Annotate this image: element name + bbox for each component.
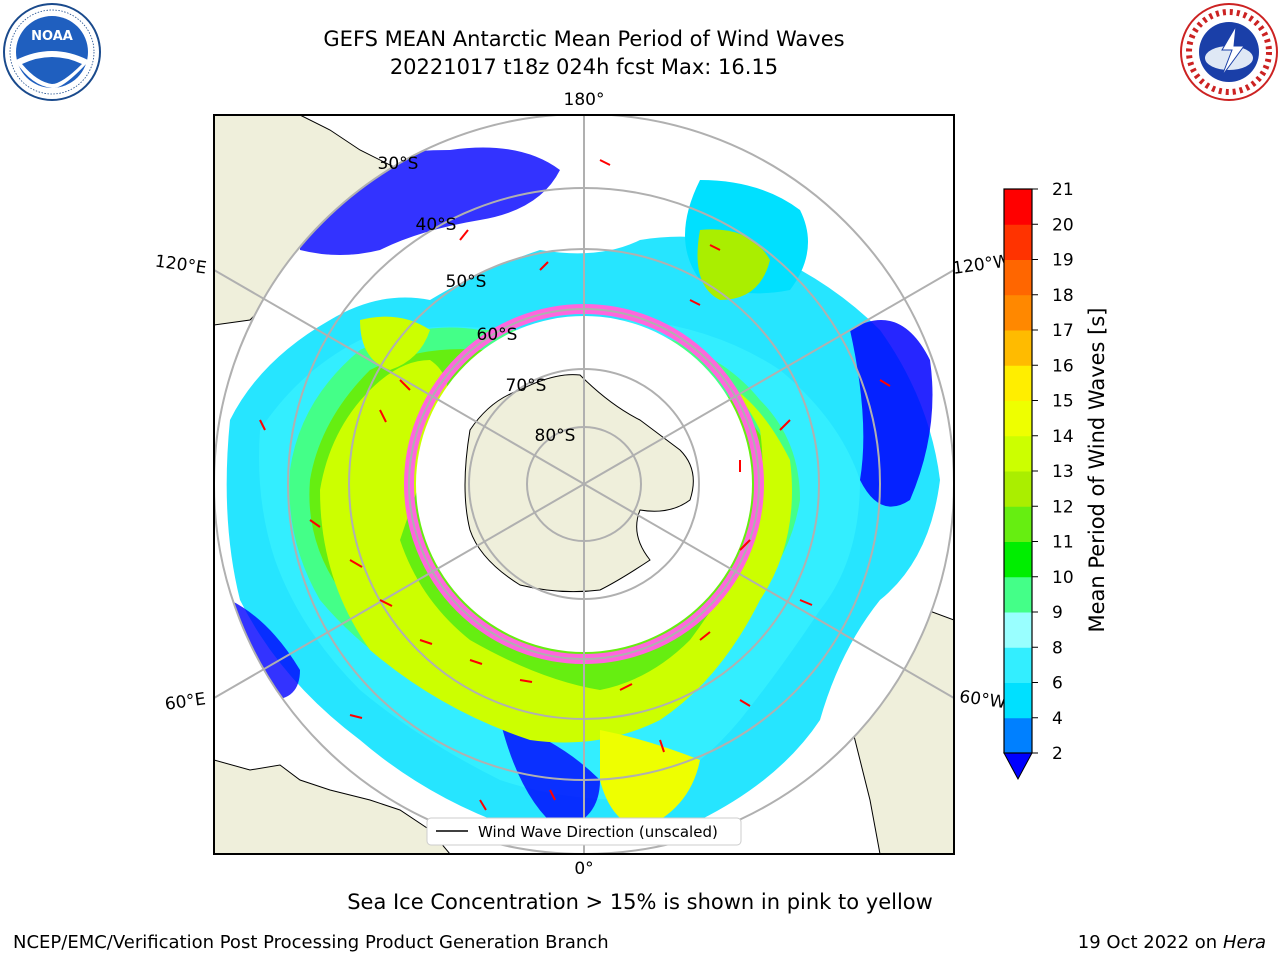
colorbar-tick-label: 16 (1052, 356, 1074, 376)
colorbar-segment (1004, 541, 1032, 578)
footer-branch: NCEP/EMC/Verification Post Processing Pr… (13, 932, 609, 953)
sea-ice-note: Sea Ice Concentration > 15% is shown in … (347, 890, 933, 914)
lat-label-70s: 70°S (506, 376, 547, 396)
colorbar-segment (1004, 612, 1032, 648)
colorbar-segment (1004, 647, 1032, 683)
lat-label-30s: 30°S (378, 154, 419, 174)
colorbar-segment (1004, 224, 1032, 260)
colorbar-segment (1004, 365, 1032, 401)
lon-label-180: 180° (564, 90, 605, 110)
legend-label: Wind Wave Direction (unscaled) (478, 823, 718, 841)
colorbar-tick-label: 6 (1052, 674, 1063, 694)
colorbar-segment (1004, 506, 1032, 542)
lat-label-80s: 80°S (535, 426, 576, 446)
noaa-logo: NOAA (3, 3, 101, 101)
colorbar-segment (1004, 682, 1032, 719)
colorbar-segment (1004, 189, 1032, 225)
colorbar-tick-label: 8 (1052, 638, 1063, 658)
colorbar-tick-label: 15 (1052, 392, 1074, 412)
colorbar-segment (1004, 400, 1032, 437)
colorbar-segment (1004, 259, 1032, 296)
chart-title: GEFS MEAN Antarctic Mean Period of Wind … (323, 27, 845, 51)
colorbar-segment (1004, 471, 1032, 507)
colorbar-tick-label: 19 (1052, 251, 1074, 271)
colorbar-segment (1004, 330, 1032, 366)
colorbar-segment (1004, 435, 1032, 472)
lat-label-40s: 40°S (416, 215, 457, 235)
map-legend: Wind Wave Direction (unscaled) (426, 817, 742, 846)
colorbar-tick-label: 10 (1052, 568, 1074, 588)
lon-label-60e: 60°E (164, 689, 207, 714)
footer-host: Hera (1222, 932, 1266, 953)
colorbar-segment (1004, 294, 1032, 331)
svg-text:NOAA: NOAA (31, 29, 73, 44)
footer-date: 19 Oct 2022 on Hera (1078, 932, 1266, 953)
lat-label-50s: 50°S (446, 272, 487, 292)
colorbar-extend-arrow (1003, 752, 1033, 781)
colorbar-tick-label: 4 (1052, 709, 1063, 729)
colorbar: 2 4 6 8 9 10 11 12 13 14 15 16 17 18 19 20 21 (1003, 180, 1074, 781)
colorbar-tick-label: 20 (1052, 215, 1074, 235)
colorbar-segment (1004, 576, 1032, 613)
wind-arrows (259, 159, 891, 811)
colorbar-tick-label: 14 (1052, 427, 1074, 447)
colorbar-label: Mean Period of Wind Waves [s] (1085, 308, 1109, 633)
colorbar-tick-label: 13 (1052, 462, 1074, 482)
map-frame (213, 114, 955, 855)
chart-subtitle: 20221017 t18z 024h fcst Max: 16.15 (389, 55, 779, 79)
colorbar-tick-label: 17 (1052, 321, 1074, 341)
colorbar-tick-label: 2 (1052, 744, 1063, 764)
footer-date-text: 19 Oct 2022 on (1077, 932, 1218, 953)
colorbar-tick-label: 9 (1052, 603, 1063, 623)
colorbar-tick-label: 11 (1052, 533, 1074, 553)
lon-label-120w: 120°W (951, 251, 1011, 279)
colorbar-tick-label: 12 (1052, 497, 1074, 517)
colorbar-tick-label: 18 (1052, 286, 1074, 306)
graticule (214, 115, 954, 854)
lon-label-120e: 120°E (154, 252, 208, 279)
lon-label-60w: 60°W (958, 687, 1007, 713)
lat-label-60s: 60°S (477, 325, 518, 345)
lon-label-0: 0° (574, 859, 593, 879)
nws-logo (1180, 3, 1278, 101)
colorbar-segment (1004, 717, 1032, 754)
colorbar-tick-label: 21 (1052, 180, 1074, 200)
